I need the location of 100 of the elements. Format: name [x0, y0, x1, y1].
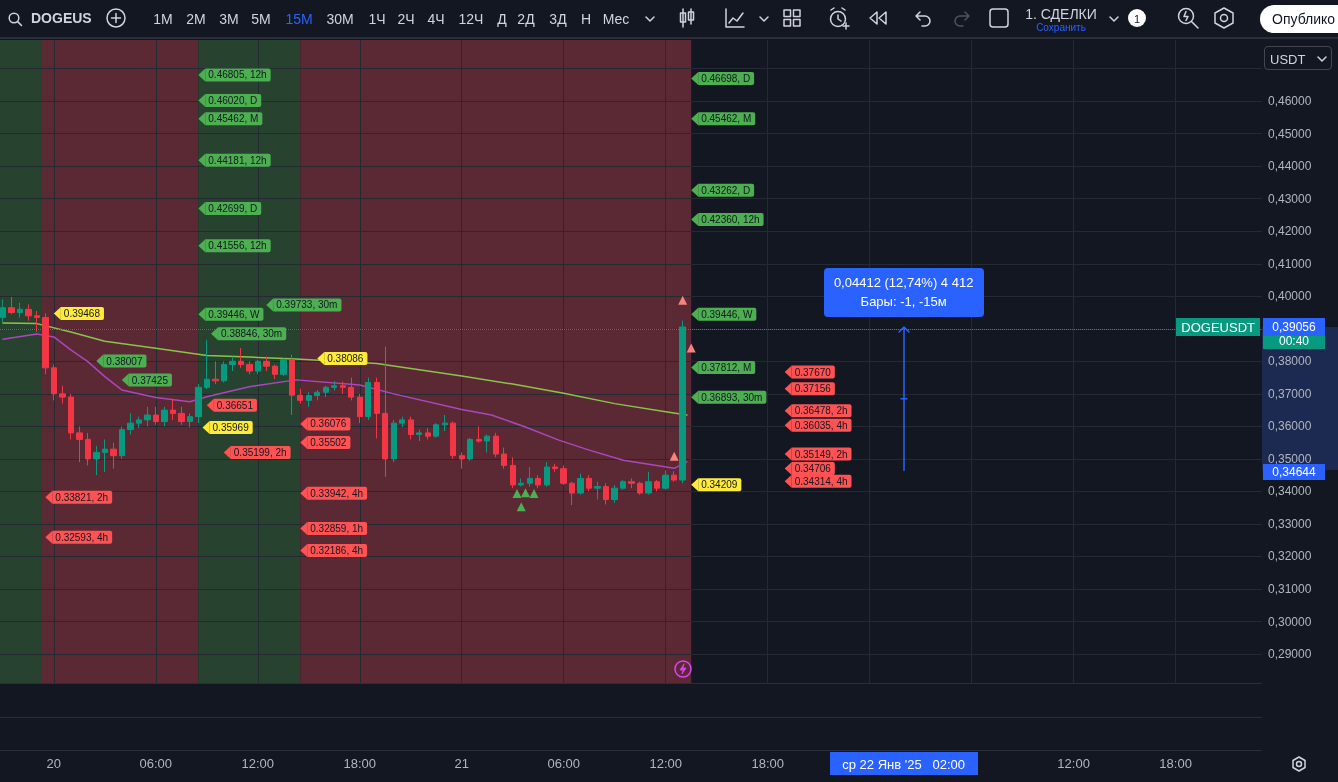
x-tick-label: 18:00: [1159, 756, 1192, 771]
data-label: 0.35199, 2h: [233, 446, 287, 458]
candlestick: [51, 364, 57, 401]
y-tick-label: 0,35000: [1268, 451, 1312, 466]
text: 2Ч: [397, 11, 415, 27]
dropdown: USDT: [1264, 46, 1332, 70]
text: 3Д: [549, 11, 567, 27]
data-label: 0.46698, D: [701, 72, 751, 84]
candlestick: [314, 389, 320, 401]
data-label: 0.37670: [794, 366, 832, 378]
data-label: 0.36076: [310, 418, 347, 430]
candlestick: [306, 391, 312, 408]
candlestick: [17, 302, 23, 318]
candlestick: [153, 406, 159, 426]
candlestick: [544, 461, 550, 488]
data-label: 0.35969: [212, 421, 250, 433]
candlestick: [102, 438, 108, 473]
candlestick: [620, 479, 626, 491]
candlestick: [382, 346, 388, 478]
data-label: 0.46020, D: [208, 94, 258, 106]
candlestick: [204, 339, 210, 390]
data-label: 0.37425: [131, 374, 169, 386]
candlestick: [195, 383, 202, 424]
candlestick: [221, 360, 227, 383]
candlestick: [569, 481, 575, 506]
annotation: 0,04412 (12,74%) 4 412: [833, 275, 974, 291]
x-tick-label: 21: [454, 756, 469, 771]
data-label: 0.39446, W: [208, 308, 260, 320]
candlestick: [8, 296, 15, 315]
text: Сохранить: [1036, 22, 1086, 33]
data-label: 0.36035, 4h: [794, 419, 848, 431]
text: 2Д: [517, 11, 535, 27]
candlestick: [552, 463, 558, 473]
candlestick: [212, 360, 219, 385]
y-tick-label: 0,36000: [1268, 419, 1312, 434]
candlestick: [671, 470, 677, 483]
candlestick: [586, 474, 592, 492]
candlestick: [178, 406, 185, 426]
text: Мес: [602, 11, 630, 27]
text: 00:40: [1278, 333, 1310, 348]
data-label: 0.37156: [794, 383, 832, 395]
candlestick: [161, 406, 168, 427]
candlestick: [501, 447, 507, 470]
data-label: 0.34314, 4h: [794, 475, 848, 487]
candlestick: [348, 377, 354, 401]
text: 1М: [153, 11, 173, 27]
candlestick: [399, 416, 405, 428]
candlestick: [68, 393, 74, 440]
annotation: Бары: -1, -15м: [860, 294, 947, 310]
data-label: 0.33821, 2h: [55, 491, 109, 503]
text: 0,39056: [1272, 319, 1316, 334]
candlestick: [510, 456, 516, 489]
ref-line-label: DOGEUSDT: [1181, 319, 1255, 335]
data-label: 0.36893, 30m: [701, 391, 763, 403]
data-label: 0.45462, M: [208, 113, 259, 125]
data-label: 0.42699, D: [208, 203, 258, 215]
text: 15М: [285, 11, 313, 27]
candlestick: [323, 385, 329, 398]
candlestick: [645, 471, 652, 496]
candlestick: [280, 357, 287, 377]
y-tick-label: 0,43000: [1268, 191, 1312, 206]
candlestick: [34, 310, 40, 333]
candlestick: [654, 479, 660, 492]
data-label: 0.32593, 4h: [55, 531, 109, 543]
data-label: 0.43262, D: [701, 184, 751, 196]
y-tick-label: 0,46000: [1268, 94, 1312, 109]
candlestick: [611, 484, 618, 504]
candlestick: [476, 425, 482, 444]
candlestick: [484, 434, 490, 453]
text: 12Ч: [458, 11, 484, 27]
x-tick-label: 12:00: [241, 756, 275, 771]
line-series: [2, 322, 688, 416]
y-tick-label: 0,31000: [1268, 582, 1312, 597]
y-tick-label: 0,38000: [1268, 354, 1312, 369]
data-label: 0.34706: [794, 462, 832, 474]
candlestick: [238, 347, 244, 369]
candlestick: [459, 451, 465, 470]
data-label: 0.37812, M: [701, 361, 752, 373]
x-tick-label: 18:00: [751, 756, 784, 771]
text: ср 22 Янв '25 02:00: [842, 756, 966, 771]
candlestick: [365, 377, 371, 421]
x-tick-label: 20: [46, 756, 62, 771]
data-label: 0.42360, 12h: [701, 214, 760, 226]
y-tick-label: 0,32000: [1268, 549, 1312, 564]
y-tick-label: 0,41000: [1268, 256, 1312, 271]
candlestick: [246, 360, 253, 375]
data-label: 0.38007: [106, 355, 143, 367]
candlestick: [42, 313, 49, 375]
data-label: 0.34209: [701, 479, 738, 491]
candlestick: [450, 421, 456, 460]
data-label: 0.41556, 12h: [208, 240, 267, 252]
candlestick: [518, 477, 524, 488]
candlestick: [25, 303, 32, 322]
x-tick-label: 06:00: [547, 756, 580, 771]
text: DOGEUS: [31, 10, 92, 26]
y-tick-label: 0,34000: [1268, 484, 1312, 499]
candlestick: [527, 466, 533, 488]
candlestick: [187, 412, 193, 428]
candlestick: [136, 416, 142, 429]
data-label: 0.36478, 2h: [794, 405, 848, 417]
